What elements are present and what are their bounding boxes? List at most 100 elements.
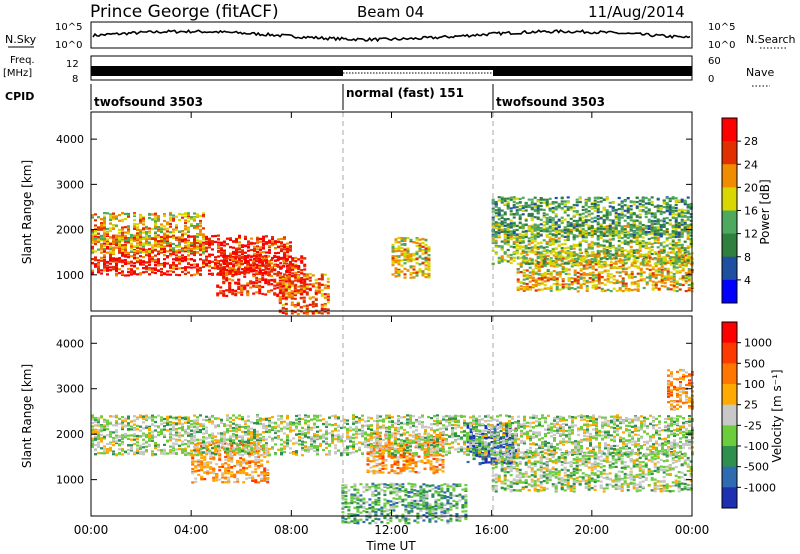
data-cell-3 [305, 274, 309, 277]
data-cell-2 [243, 272, 247, 276]
data-cell-6 [527, 237, 531, 240]
data-cell-2 [243, 257, 247, 261]
data-cell-7 [629, 219, 633, 222]
data-cell-1 [109, 214, 112, 217]
data-cell-1 [103, 215, 106, 218]
data-cell-1 [184, 228, 187, 231]
data-cell-7 [539, 197, 543, 200]
data-cell-1 [154, 216, 157, 219]
data-cell-2 [294, 256, 298, 259]
data-cell-5 [546, 279, 550, 282]
data-cell-2 [270, 289, 274, 292]
data-cell-7 [614, 221, 618, 224]
data-cell-5 [585, 279, 589, 282]
data-cell-1 [106, 212, 109, 215]
data-cell-2 [264, 293, 268, 296]
data-cell-6 [533, 233, 537, 236]
data-cell-7 [506, 230, 510, 234]
data-cell-6 [662, 225, 666, 228]
data-cell-1 [193, 246, 196, 250]
data-cell-7 [497, 218, 501, 221]
data-cell-1 [142, 251, 145, 254]
data-cell-6 [536, 261, 540, 264]
data-cell-5 [651, 266, 655, 269]
noise-left-label: N.Sky [5, 33, 37, 46]
data-cell-1 [100, 237, 103, 241]
data-cell-6 [587, 247, 591, 251]
data-cell-1 [172, 236, 175, 239]
data-cell-2 [300, 269, 304, 272]
data-cell-0 [208, 240, 211, 243]
data-cell-0 [154, 238, 157, 241]
data-cell-5 [660, 280, 664, 283]
data-cell-0 [256, 237, 259, 241]
data-cell-6 [680, 260, 684, 263]
data-cell-2 [234, 292, 238, 295]
data-cell-6 [653, 241, 657, 244]
data-cell-2 [261, 274, 265, 277]
data-cell-0 [97, 268, 100, 271]
data-cell-7 [587, 199, 591, 202]
data-cell-2 [279, 283, 283, 286]
data-cell-5 [591, 274, 595, 277]
data-cell-1 [142, 242, 145, 245]
data-cell-6 [641, 253, 645, 256]
data-cell-0 [127, 271, 130, 274]
data-cell-1 [172, 217, 175, 220]
data-cell-6 [659, 258, 663, 261]
data-cell-0 [271, 236, 274, 239]
data-cell-0 [118, 246, 121, 249]
data-cell-4 [424, 238, 428, 241]
data-cell-7 [539, 233, 543, 236]
data-cell-4 [424, 249, 428, 252]
data-cell-3 [293, 305, 297, 308]
data-cell-0 [181, 238, 184, 241]
data-cell-0 [148, 248, 151, 251]
data-cell-7 [500, 196, 504, 199]
data-cell-6 [521, 240, 525, 243]
data-cell-0 [268, 241, 271, 244]
data-cell-1 [91, 251, 94, 254]
data-cell-0 [115, 270, 118, 273]
data-cell-0 [130, 269, 133, 272]
data-cell-6 [677, 240, 681, 243]
data-cell-0 [283, 251, 286, 254]
data-cell-7 [530, 228, 534, 231]
data-cell-5 [549, 285, 553, 288]
data-cell-5 [672, 279, 676, 282]
data-cell-7 [530, 208, 534, 211]
data-cell-1 [184, 226, 187, 229]
data-cell-0 [193, 263, 196, 266]
data-cell-4 [409, 253, 413, 256]
data-cell-0 [91, 269, 94, 272]
data-cell-3 [284, 311, 288, 314]
data-cell-5 [519, 271, 523, 274]
data-cell-4 [397, 270, 401, 273]
data-cell-7 [575, 209, 579, 213]
data-cell-7 [545, 203, 549, 206]
data-cell-0 [268, 244, 271, 247]
data-cell-0 [217, 272, 220, 275]
data-cell-6 [665, 239, 669, 242]
data-cell-0 [136, 267, 139, 270]
data-cell-0 [208, 253, 211, 256]
data-cell-1 [124, 231, 127, 234]
data-cell-1 [145, 225, 148, 229]
data-cell-6 [515, 252, 519, 255]
data-cell-0 [133, 271, 136, 274]
data-cell-6 [578, 261, 582, 264]
data-cell-6 [686, 234, 690, 237]
data-cell-6 [626, 255, 630, 258]
data-cell-1 [142, 236, 145, 239]
data-cell-1 [193, 243, 196, 246]
data-cell-7 [560, 197, 564, 200]
data-cell-7 [560, 216, 564, 219]
data-cell-3 [320, 274, 324, 277]
data-cell-5 [597, 261, 601, 264]
data-cell-1 [166, 222, 169, 225]
data-cell-2 [297, 270, 301, 273]
data-cell-6 [506, 243, 510, 246]
data-cell-5 [645, 276, 649, 279]
data-cell-7 [500, 222, 504, 225]
data-cell-5 [564, 286, 568, 289]
